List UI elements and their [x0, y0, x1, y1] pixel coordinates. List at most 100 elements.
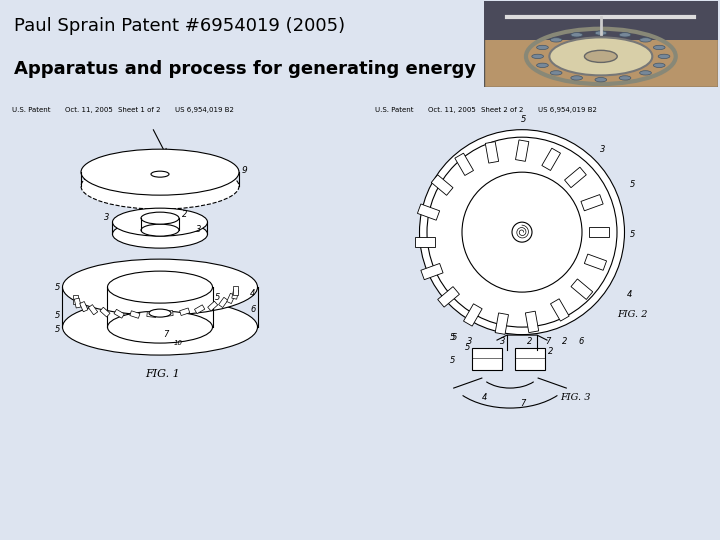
Ellipse shape: [427, 137, 617, 327]
Ellipse shape: [63, 299, 258, 355]
Ellipse shape: [81, 149, 239, 195]
Text: Sheet 2 of 2: Sheet 2 of 2: [481, 107, 523, 113]
Ellipse shape: [151, 171, 169, 177]
Bar: [551, 299, 570, 321]
Bar: [472, 348, 502, 370]
Text: 10: 10: [174, 340, 183, 346]
Ellipse shape: [107, 311, 212, 343]
Text: FIG. 3: FIG. 3: [560, 393, 590, 402]
Text: 8: 8: [534, 221, 539, 230]
Ellipse shape: [107, 271, 212, 303]
Text: 5: 5: [450, 356, 455, 365]
Bar: [179, 308, 189, 315]
Text: 5: 5: [630, 230, 635, 239]
Ellipse shape: [63, 259, 258, 315]
Circle shape: [639, 38, 652, 42]
Text: 5: 5: [55, 311, 60, 320]
Text: 5: 5: [521, 115, 527, 124]
Circle shape: [639, 71, 652, 75]
Text: 5: 5: [55, 283, 60, 292]
Bar: [415, 237, 435, 247]
Text: 2: 2: [562, 337, 567, 346]
Bar: [207, 301, 217, 311]
Ellipse shape: [141, 212, 179, 224]
Text: US 6,954,019 B2: US 6,954,019 B2: [175, 107, 234, 113]
Bar: [73, 295, 78, 303]
Bar: [542, 148, 560, 171]
Circle shape: [532, 54, 544, 58]
Text: Oct. 11, 2005: Oct. 11, 2005: [428, 107, 476, 113]
Text: 2: 2: [548, 347, 554, 356]
Text: 3: 3: [196, 225, 202, 234]
Text: 3: 3: [600, 145, 606, 154]
Circle shape: [536, 63, 549, 68]
Text: 4: 4: [482, 393, 487, 402]
Bar: [418, 204, 440, 220]
Text: 9: 9: [242, 166, 248, 175]
Text: 2: 2: [527, 337, 532, 346]
Bar: [194, 305, 204, 314]
Bar: [114, 309, 125, 318]
Circle shape: [595, 31, 607, 35]
Bar: [421, 264, 443, 280]
Circle shape: [653, 63, 665, 68]
Bar: [89, 305, 98, 315]
Bar: [219, 298, 228, 308]
Text: 5: 5: [450, 333, 455, 342]
Ellipse shape: [512, 222, 532, 242]
Text: US 6,954,019 B2: US 6,954,019 B2: [538, 107, 597, 113]
Bar: [515, 348, 545, 370]
Bar: [74, 298, 81, 308]
Text: 5: 5: [55, 325, 60, 334]
Text: 5: 5: [630, 180, 635, 189]
Bar: [147, 312, 156, 318]
Circle shape: [658, 54, 670, 58]
Bar: [516, 140, 529, 161]
Bar: [455, 153, 474, 176]
Bar: [163, 310, 173, 316]
Bar: [233, 286, 238, 295]
Text: Apparatus and process for generating energy: Apparatus and process for generating ene…: [14, 60, 477, 78]
Bar: [80, 301, 88, 312]
Bar: [564, 167, 586, 188]
Circle shape: [571, 32, 582, 37]
Circle shape: [619, 76, 631, 80]
Text: 4: 4: [627, 290, 632, 299]
Text: Sheet 1 of 2: Sheet 1 of 2: [118, 107, 161, 113]
Text: 5: 5: [215, 293, 220, 302]
Text: 7: 7: [520, 399, 526, 408]
Bar: [526, 311, 539, 333]
Bar: [130, 311, 140, 318]
Bar: [227, 293, 235, 303]
Circle shape: [585, 50, 617, 63]
Text: 6: 6: [578, 337, 583, 346]
Bar: [438, 287, 459, 307]
Text: 4: 4: [250, 289, 256, 298]
Text: 5: 5: [465, 343, 470, 352]
Circle shape: [571, 76, 582, 80]
Bar: [431, 175, 453, 195]
Text: FIG. 1: FIG. 1: [145, 369, 180, 379]
Text: 7: 7: [545, 337, 550, 346]
Circle shape: [619, 32, 631, 37]
Ellipse shape: [141, 224, 179, 236]
Text: 3: 3: [104, 213, 109, 222]
Text: Paul Sprain Patent #6954019 (2005): Paul Sprain Patent #6954019 (2005): [14, 17, 346, 36]
Text: 2: 2: [182, 210, 187, 219]
Bar: [484, 1, 718, 40]
Bar: [589, 227, 609, 237]
Bar: [485, 141, 499, 163]
Circle shape: [536, 45, 549, 50]
Bar: [581, 194, 603, 211]
Circle shape: [653, 45, 665, 50]
Text: 5: 5: [452, 333, 457, 342]
Circle shape: [550, 71, 562, 75]
Bar: [495, 313, 508, 334]
Text: 3: 3: [467, 337, 472, 346]
Ellipse shape: [149, 309, 171, 317]
Circle shape: [550, 38, 562, 42]
Bar: [571, 279, 593, 300]
Circle shape: [595, 78, 607, 82]
Bar: [464, 304, 482, 326]
Text: 6: 6: [250, 305, 256, 314]
